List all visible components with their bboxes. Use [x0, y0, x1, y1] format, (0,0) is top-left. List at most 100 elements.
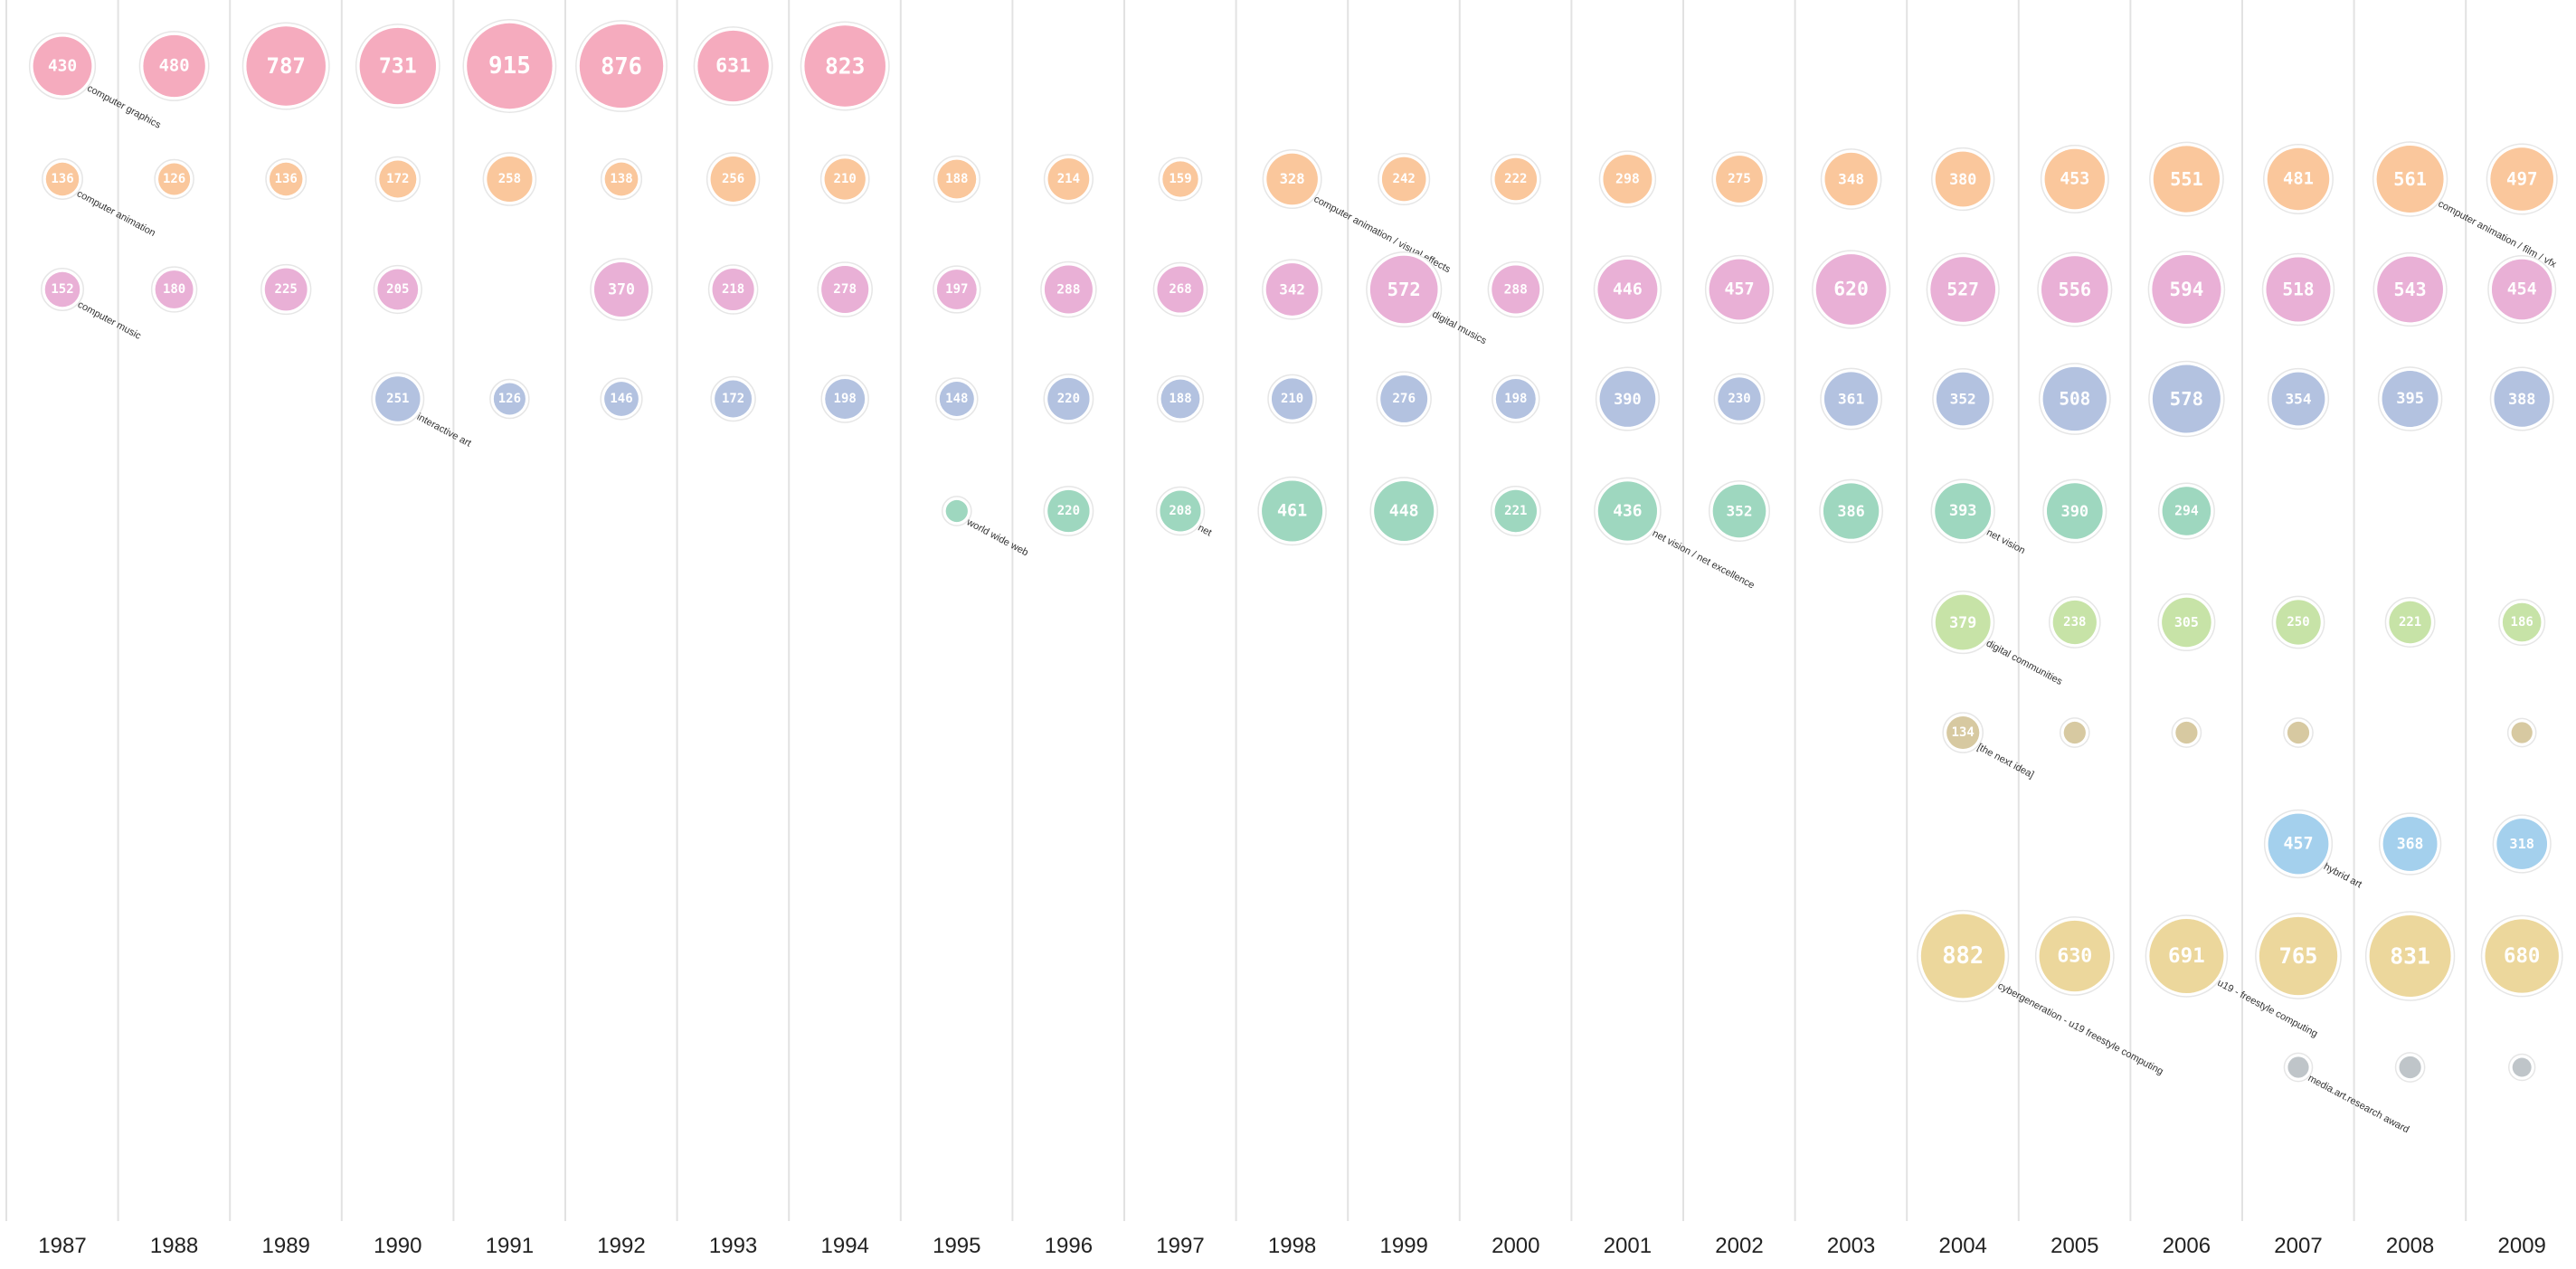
bubble[interactable]: 631 — [693, 26, 773, 106]
bubble[interactable]: 221 — [2384, 597, 2436, 648]
bubble[interactable]: 594 — [2147, 251, 2226, 328]
bubble[interactable]: 731 — [355, 24, 440, 109]
bubble[interactable]: 318 — [2492, 814, 2552, 874]
bubble[interactable]: 379 digital communities — [1931, 590, 2065, 688]
bubble[interactable]: 765 — [2255, 913, 2342, 999]
bubble[interactable]: 446 — [1593, 255, 1662, 324]
bubble[interactable]: 126 — [154, 158, 194, 200]
bubble[interactable] — [2283, 717, 2314, 748]
bubble[interactable]: 380 — [1931, 147, 1995, 212]
bubble[interactable]: 348 — [1820, 148, 1882, 210]
bubble[interactable]: 146 — [600, 377, 643, 421]
bubble[interactable]: 518 — [2261, 252, 2335, 327]
bubble[interactable]: 222 — [1490, 154, 1541, 204]
bubble[interactable]: 508 — [2038, 363, 2111, 435]
bubble[interactable] — [2171, 717, 2202, 748]
bubble[interactable]: 136 — [265, 158, 308, 200]
bubble[interactable]: 275 — [1711, 151, 1767, 207]
bubble[interactable]: 298 — [1598, 150, 1657, 208]
bubble[interactable]: 915 — [462, 19, 557, 113]
bubble[interactable]: 680 — [2480, 914, 2563, 998]
bubble[interactable]: 198 — [820, 374, 869, 423]
bubble[interactable]: 238 — [2048, 596, 2101, 649]
bubble[interactable]: 457 — [1704, 254, 1775, 325]
bubble[interactable]: 876 — [575, 20, 668, 112]
bubble[interactable]: 352 — [1932, 367, 1994, 431]
bubble[interactable]: 831 — [2364, 911, 2456, 1001]
bubble[interactable]: 461 — [1257, 476, 1327, 546]
bubble[interactable]: 159 — [1158, 156, 1203, 202]
bubble[interactable]: 188 — [933, 155, 980, 204]
bubble[interactable]: media.art.research award — [2283, 1052, 2410, 1135]
bubble[interactable]: 305 — [2157, 593, 2216, 651]
bubble[interactable]: 370 — [590, 258, 653, 321]
bubble[interactable]: 288 — [1487, 260, 1545, 318]
bubble[interactable]: 256 — [706, 152, 761, 206]
bubble[interactable]: 454 — [2487, 255, 2557, 324]
bubble[interactable]: 620 — [1812, 250, 1891, 329]
bubble[interactable]: 126 — [489, 378, 530, 420]
bubble[interactable]: 210 — [1267, 374, 1317, 424]
bubble[interactable]: 480 — [138, 31, 210, 101]
bubble[interactable]: 556 — [2037, 251, 2113, 327]
bubble[interactable]: 453 — [2040, 145, 2109, 213]
bubble[interactable]: world wide web — [941, 496, 1030, 558]
bubble[interactable]: 388 — [2489, 366, 2554, 431]
bubble[interactable]: 210 — [819, 154, 870, 204]
bubble[interactable]: 342 — [1262, 259, 1323, 320]
bubble[interactable]: 188 — [1156, 374, 1205, 423]
bubble[interactable]: 551 — [2149, 141, 2224, 217]
bubble[interactable]: 220 — [1043, 486, 1094, 536]
bubble[interactable]: 148 — [935, 377, 979, 421]
bubble[interactable]: 242 — [1378, 152, 1431, 206]
bubble[interactable]: 448 — [1369, 477, 1438, 545]
bubble[interactable]: 823 — [800, 21, 890, 111]
bubble[interactable]: 186 — [2498, 598, 2546, 647]
bubble[interactable]: 457 hybrid art — [2263, 809, 2363, 891]
bubble[interactable]: 198 — [1492, 374, 1540, 423]
bubble[interactable]: 278 — [817, 261, 873, 317]
bubble[interactable]: 395 — [2377, 366, 2443, 431]
bubble[interactable]: 251 interactive art — [371, 372, 473, 450]
bubble[interactable]: 354 — [2267, 367, 2330, 431]
bubble[interactable]: 220 — [1043, 374, 1094, 424]
bubble[interactable]: 386 — [1819, 478, 1883, 544]
bubble[interactable]: 390 — [2042, 478, 2107, 544]
bubble[interactable]: 230 — [1713, 373, 1766, 425]
bubble[interactable]: 197 — [933, 265, 981, 314]
bubble[interactable]: 258 — [482, 152, 537, 206]
bubble[interactable]: 172 — [710, 375, 756, 422]
bubble[interactable]: 481 — [2263, 144, 2334, 214]
bubble[interactable] — [2394, 1052, 2426, 1083]
bubble[interactable]: 138 — [600, 157, 643, 201]
bubble[interactable] — [2506, 717, 2537, 748]
bubble[interactable]: 497 — [2486, 143, 2558, 215]
bubble[interactable]: 276 — [1376, 371, 1432, 427]
bubble[interactable]: 294 — [2157, 482, 2215, 540]
bubble[interactable]: 630 — [2034, 916, 2115, 996]
bubble[interactable]: 543 — [2372, 251, 2448, 327]
bubble[interactable]: 218 — [707, 264, 759, 315]
bubble[interactable]: 288 — [1040, 260, 1097, 318]
bubble[interactable]: 134[the next idea] — [1942, 712, 2036, 781]
bubble[interactable]: 527 — [1926, 252, 2000, 327]
bubble[interactable]: 787 — [242, 22, 330, 110]
bubble[interactable]: 225 — [260, 263, 312, 316]
bubble[interactable] — [2507, 1053, 2536, 1082]
bubble[interactable]: 390 — [1595, 366, 1660, 431]
bubble[interactable]: 352 — [1708, 479, 1771, 543]
bubble[interactable]: 180 — [150, 266, 198, 313]
bubble[interactable]: 172 — [374, 156, 421, 203]
bubble[interactable]: 250 — [2271, 595, 2325, 649]
bubble[interactable]: 368 — [2378, 812, 2442, 876]
bubble[interactable]: 214 — [1043, 154, 1094, 204]
bubble[interactable]: 221 — [1490, 486, 1541, 536]
bubble[interactable]: 268 — [1152, 261, 1208, 317]
bubble[interactable]: 578 — [2148, 360, 2225, 438]
bubble[interactable]: 393 net vision — [1930, 478, 2027, 556]
